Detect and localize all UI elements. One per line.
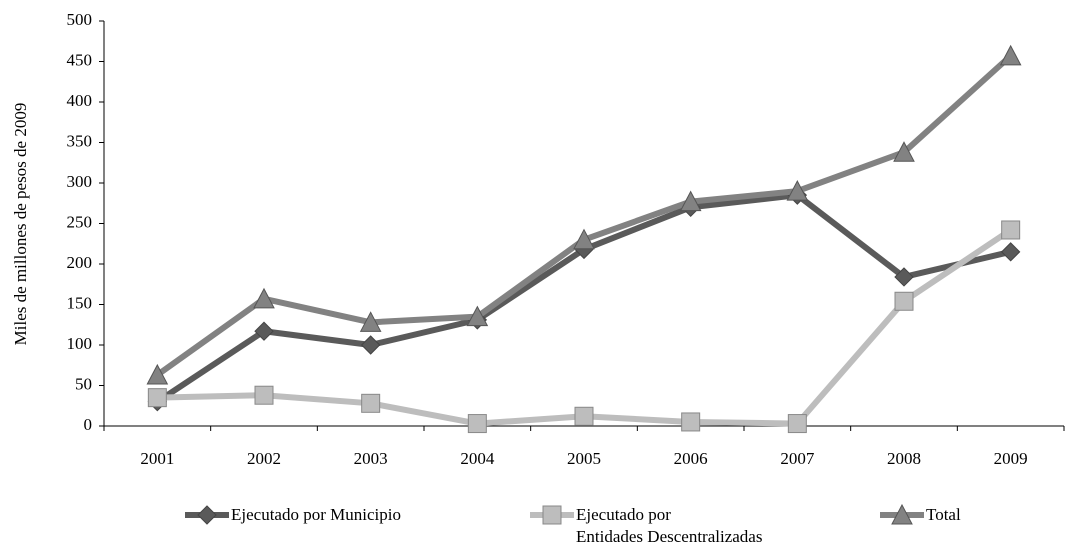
point-marker <box>787 414 807 434</box>
point-marker <box>894 291 914 311</box>
point-marker <box>573 228 595 250</box>
x-tick-label: 2004 <box>460 449 495 468</box>
y-tick-label: 450 <box>67 50 93 69</box>
point-marker <box>467 414 487 434</box>
point-marker <box>147 388 167 408</box>
x-tick-label: 2002 <box>247 449 281 468</box>
legend-label-box: Ejecutado por Municipio <box>231 505 401 524</box>
y-tick-label: 250 <box>67 212 93 231</box>
x-tick-label: 2006 <box>674 449 708 468</box>
legend-marker <box>197 505 217 525</box>
legend-marker <box>542 505 562 525</box>
legend-label: Total <box>926 505 961 524</box>
point-marker <box>894 267 914 287</box>
legend-label-box: Total <box>926 505 961 524</box>
x-tick-label: 2008 <box>887 449 921 468</box>
y-tick-label: 400 <box>67 91 93 110</box>
point-marker <box>574 406 594 426</box>
legend-label: Ejecutado por Entidades Descentralizadas <box>576 505 763 546</box>
point-marker <box>360 335 381 355</box>
point-marker <box>1001 220 1021 240</box>
x-tick-label: 2001 <box>140 449 174 468</box>
point-marker <box>361 393 381 413</box>
y-tick-label: 300 <box>67 172 93 191</box>
legend-marker <box>891 503 913 525</box>
point-marker <box>679 190 702 212</box>
point-marker <box>786 180 809 201</box>
y-axis-label: Miles de millones de pesos de 2009 <box>11 103 30 346</box>
x-tick-label: 2007 <box>780 449 815 468</box>
point-marker <box>359 311 382 332</box>
point-marker <box>253 287 275 309</box>
point-marker <box>1000 242 1021 262</box>
y-tick-label: 50 <box>75 374 92 393</box>
y-tick-label: 0 <box>84 415 93 434</box>
point-marker <box>254 321 274 341</box>
y-tick-label: 150 <box>67 293 93 312</box>
legend-label-box: Ejecutado por Entidades Descentralizadas <box>576 505 763 546</box>
y-tick-label: 100 <box>67 334 93 353</box>
series-line <box>155 192 1012 405</box>
point-marker <box>146 363 169 385</box>
point-marker <box>681 412 701 432</box>
legend-label: Ejecutado por Municipio <box>231 505 401 524</box>
x-tick-label: 2005 <box>567 449 601 468</box>
x-tick-label: 2009 <box>994 449 1028 468</box>
point-marker <box>254 385 274 405</box>
y-tick-label: 200 <box>67 253 93 272</box>
y-tick-label: 350 <box>67 131 93 150</box>
point-marker <box>893 141 915 162</box>
point-marker <box>999 44 1022 66</box>
point-marker <box>466 305 489 327</box>
x-tick-label: 2003 <box>354 449 388 468</box>
y-tick-label: 500 <box>67 10 93 29</box>
